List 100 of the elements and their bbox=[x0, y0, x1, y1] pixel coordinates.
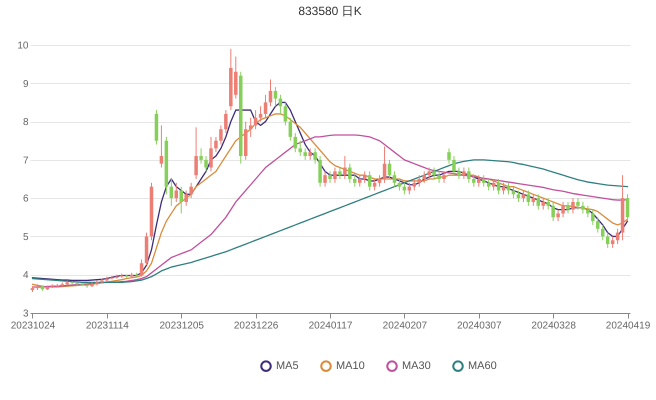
candlestick bbox=[248, 117, 252, 138]
chart-title: 833580 日K bbox=[298, 4, 362, 18]
candlestick bbox=[308, 148, 312, 160]
candlestick bbox=[606, 232, 610, 248]
candlestick bbox=[596, 216, 600, 234]
candlestick bbox=[258, 106, 262, 122]
candlestick bbox=[482, 174, 486, 188]
candlestick bbox=[591, 209, 595, 226]
candlestick bbox=[284, 102, 288, 126]
candlestick bbox=[343, 156, 347, 180]
candlestick bbox=[214, 136, 218, 153]
candlestick bbox=[442, 170, 446, 184]
candlestick bbox=[274, 86, 278, 107]
candlestick bbox=[512, 186, 516, 199]
candlestick bbox=[467, 167, 471, 184]
y-tick-label: 9 bbox=[22, 78, 29, 90]
candlestick bbox=[318, 156, 322, 188]
candlestick bbox=[219, 124, 223, 146]
y-tick-label: 8 bbox=[22, 117, 29, 128]
candlestick bbox=[179, 186, 183, 214]
candlestick bbox=[402, 182, 406, 195]
candlestick bbox=[571, 198, 575, 214]
candlestick bbox=[457, 167, 461, 180]
candlestick bbox=[353, 174, 357, 188]
x-tick-label: 20240207 bbox=[382, 320, 428, 332]
candlestick bbox=[586, 205, 590, 218]
candlestick bbox=[581, 201, 585, 214]
candlestick bbox=[447, 148, 451, 164]
candlestick bbox=[516, 190, 520, 202]
candlestick bbox=[472, 174, 476, 188]
candlestick bbox=[412, 178, 416, 191]
candlestick bbox=[610, 236, 614, 248]
candlestick bbox=[199, 148, 203, 164]
candlestick bbox=[348, 163, 352, 184]
y-tick-label: 6 bbox=[22, 194, 29, 205]
candlestick bbox=[576, 198, 580, 210]
candlestick bbox=[174, 182, 178, 202]
candlestick bbox=[378, 174, 382, 188]
line-series bbox=[32, 159, 628, 284]
candlestick bbox=[392, 170, 396, 188]
x-tick-label: 20231205 bbox=[159, 320, 204, 332]
candlestick bbox=[492, 178, 496, 191]
x-tick-label: 20231024 bbox=[10, 320, 56, 332]
candlestick bbox=[496, 178, 500, 195]
x-tick-label: 20231226 bbox=[234, 320, 279, 332]
candlestick bbox=[204, 156, 208, 172]
candlestick bbox=[551, 201, 555, 222]
candlestick bbox=[532, 194, 536, 206]
candlestick bbox=[486, 178, 490, 191]
candlestick bbox=[418, 174, 422, 188]
candlestick bbox=[462, 167, 466, 180]
candlestick bbox=[338, 167, 342, 180]
candlestick bbox=[437, 170, 441, 184]
x-tick-label: 20240117 bbox=[308, 320, 353, 332]
candlestick bbox=[398, 178, 402, 191]
legend-label: MA30 bbox=[402, 360, 431, 372]
candlestick bbox=[536, 194, 540, 210]
candlestick bbox=[368, 170, 372, 191]
candlestick bbox=[452, 156, 456, 176]
candlestick bbox=[422, 170, 426, 184]
candlestick bbox=[502, 182, 506, 195]
y-tick-label: 5 bbox=[22, 232, 29, 243]
candlestick bbox=[427, 167, 431, 180]
x-tick-label: 20240328 bbox=[531, 320, 576, 332]
candlestick bbox=[209, 136, 213, 172]
candlestick bbox=[556, 209, 560, 222]
candlestick bbox=[323, 170, 327, 188]
candlestick bbox=[189, 182, 193, 199]
y-tick-label: 7 bbox=[22, 155, 29, 166]
candlestick bbox=[561, 201, 565, 218]
candlestick bbox=[506, 182, 510, 195]
candlestick bbox=[358, 174, 362, 188]
candlestick bbox=[278, 94, 282, 114]
candlestick bbox=[288, 117, 292, 142]
candlestick bbox=[566, 201, 570, 214]
candlestick bbox=[362, 170, 366, 184]
x-tick-label: 20231114 bbox=[86, 320, 130, 332]
legend-label: MA5 bbox=[276, 360, 299, 372]
candlestick bbox=[432, 167, 436, 180]
candlestick bbox=[224, 110, 228, 134]
candlestick bbox=[388, 159, 392, 180]
candlestick bbox=[268, 78, 272, 107]
candlestick bbox=[264, 94, 268, 118]
candlestick bbox=[600, 224, 604, 241]
candlestick bbox=[333, 167, 337, 184]
candlestick bbox=[626, 194, 630, 222]
candlestick bbox=[526, 190, 530, 206]
candlestick bbox=[541, 198, 545, 210]
candlestick bbox=[477, 174, 481, 188]
candlestick bbox=[522, 190, 526, 202]
candlestick bbox=[372, 178, 376, 191]
candlestick bbox=[170, 178, 174, 206]
legend-label: MA60 bbox=[468, 360, 497, 372]
candlestick bbox=[184, 190, 188, 206]
candlestick bbox=[408, 182, 412, 195]
y-tick-label: 4 bbox=[22, 270, 29, 282]
candlestick bbox=[298, 140, 302, 157]
candlestick bbox=[294, 132, 298, 153]
candlestick bbox=[140, 258, 144, 278]
y-tick-label: 3 bbox=[22, 308, 29, 320]
